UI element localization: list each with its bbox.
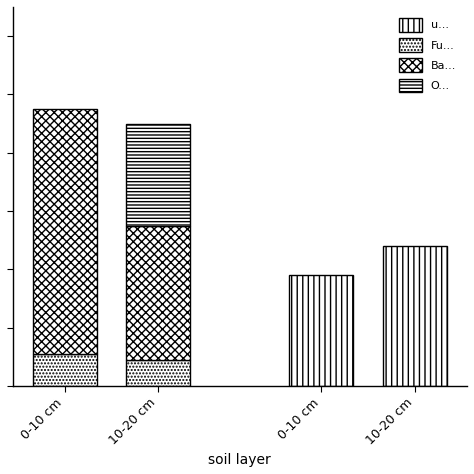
X-axis label: soil layer: soil layer [209,453,271,467]
Bar [289,275,354,386]
Bar [126,360,190,386]
Legend: u..., Fu..., Ba..., O...: u..., Fu..., Ba..., O... [394,12,462,98]
Bar [33,354,97,386]
Bar [126,124,190,226]
Bar [33,109,97,354]
Bar [126,226,190,360]
Bar [383,246,447,386]
